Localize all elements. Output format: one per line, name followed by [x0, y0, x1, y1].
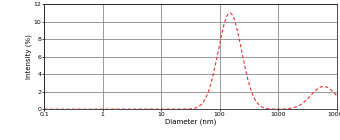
Y-axis label: Intensity (%): Intensity (%)	[26, 34, 32, 79]
X-axis label: Diameter (nm): Diameter (nm)	[165, 118, 216, 125]
